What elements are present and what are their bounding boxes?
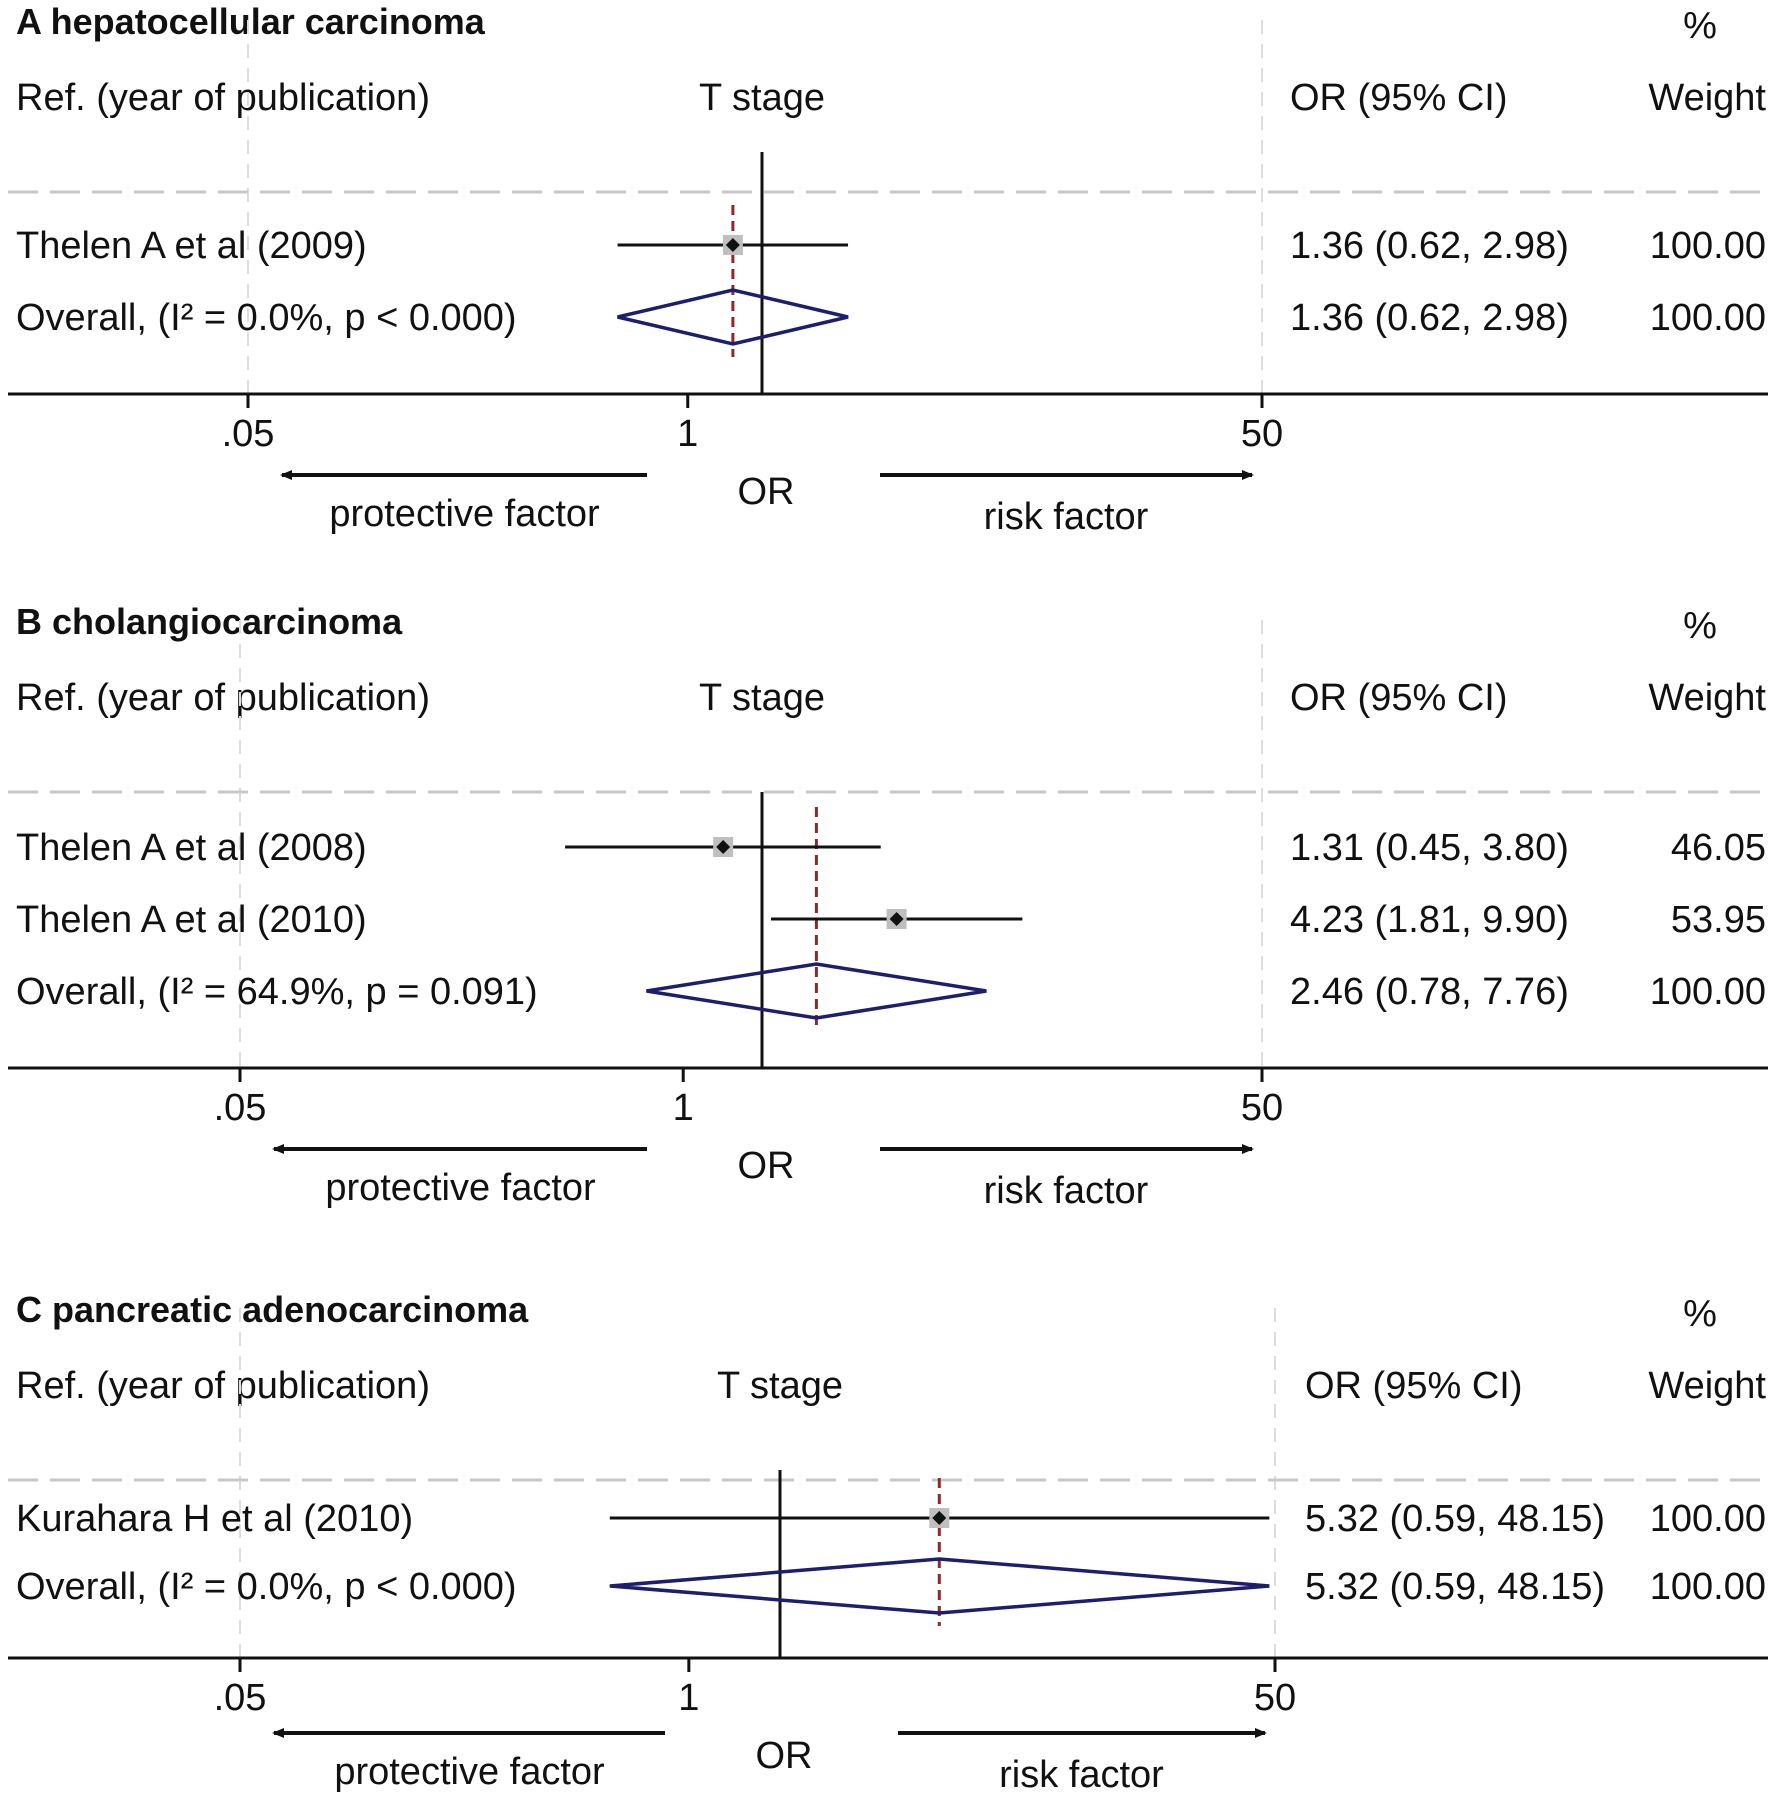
overall-or-ci: 2.46 (0.78, 7.76) [1290,971,1569,1013]
protective-factor-label: protective factor [329,493,600,535]
weight-header: Weight [1648,677,1766,719]
overall-diamond [617,288,849,346]
x-tick-label: .05 [222,413,275,455]
study-weight: 53.95 [1671,899,1766,941]
protective-factor-label: protective factor [325,1167,596,1209]
study-point-estimate [716,840,731,854]
overall-label: Overall, (I² = 0.0%, p < 0.000) [16,297,517,339]
or-ci-header: OR (95% CI) [1290,77,1507,119]
x-tick-label: .05 [214,1677,267,1719]
study-weight: 100.00 [1650,1498,1766,1540]
study-or-ci: 4.23 (1.81, 9.90) [1290,899,1569,941]
percent-header: % [1683,1293,1717,1335]
overall-weight: 100.00 [1650,297,1766,339]
x-tick-label: 1 [673,1087,694,1129]
x-tick-label: 50 [1241,413,1283,455]
protective-factor-label: protective factor [334,1751,605,1793]
or-ci-header: OR (95% CI) [1290,677,1507,719]
x-axis-label: OR [738,1145,795,1187]
panel-title: B cholangiocarcinoma [16,601,403,642]
subgroup-header: T stage [699,77,825,119]
study-label: Thelen A et al (2010) [16,899,367,941]
overall-weight: 100.00 [1650,1566,1766,1608]
ref-column-header: Ref. (year of publication) [16,677,430,719]
overall-diamond [609,1557,1270,1615]
weight-header: Weight [1648,77,1766,119]
study-label: Thelen A et al (2008) [16,827,367,869]
percent-header: % [1683,605,1717,647]
weight-header: Weight [1648,1365,1766,1407]
x-axis-label: OR [756,1735,813,1777]
x-tick-label: 50 [1254,1677,1296,1719]
risk-factor-label: risk factor [984,496,1149,538]
risk-factor-label: risk factor [999,1754,1164,1796]
panel-title: C pancreatic adenocarcinoma [16,1289,529,1330]
overall-or-ci: 1.36 (0.62, 2.98) [1290,297,1569,339]
study-or-ci: 1.36 (0.62, 2.98) [1290,225,1569,267]
overall-label: Overall, (I² = 64.9%, p = 0.091) [16,971,538,1013]
overall-weight: 100.00 [1650,971,1766,1013]
study-point-estimate [889,912,904,926]
subgroup-header: T stage [699,677,825,719]
study-or-ci: 1.31 (0.45, 3.80) [1290,827,1569,869]
study-weight: 100.00 [1650,225,1766,267]
study-point-estimate [725,238,740,252]
study-label: Thelen A et al (2009) [16,225,367,267]
ref-column-header: Ref. (year of publication) [16,77,430,119]
panel-title: A hepatocellular carcinoma [16,1,486,42]
study-label: Kurahara H et al (2010) [16,1498,413,1540]
x-tick-label: 1 [677,413,698,455]
or-ci-header: OR (95% CI) [1305,1365,1522,1407]
percent-header: % [1683,5,1717,47]
overall-or-ci: 5.32 (0.59, 48.15) [1305,1566,1605,1608]
study-weight: 46.05 [1671,827,1766,869]
x-tick-label: 1 [678,1677,699,1719]
ref-column-header: Ref. (year of publication) [16,1365,430,1407]
x-axis-label: OR [738,471,795,513]
overall-label: Overall, (I² = 0.0%, p < 0.000) [16,1566,517,1608]
subgroup-header: T stage [717,1365,843,1407]
study-or-ci: 5.32 (0.59, 48.15) [1305,1498,1605,1540]
x-tick-label: 50 [1241,1087,1283,1129]
study-point-estimate [932,1511,947,1525]
overall-diamond [646,962,987,1020]
x-tick-label: .05 [214,1087,267,1129]
risk-factor-label: risk factor [984,1170,1149,1212]
